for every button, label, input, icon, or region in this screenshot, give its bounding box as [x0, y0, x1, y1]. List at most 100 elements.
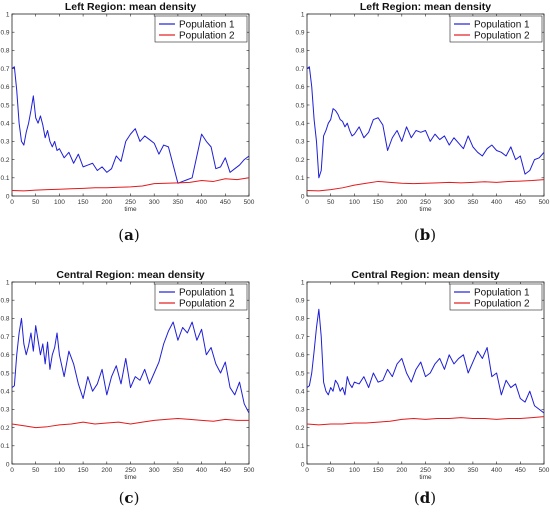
y-tick-label: 1 — [6, 11, 10, 18]
x-tick-label: 400 — [491, 467, 502, 474]
series-line-population-2 — [307, 416, 544, 426]
y-tick-label: 0.9 — [295, 298, 304, 305]
y-tick-label: 1 — [301, 279, 305, 286]
y-tick-label: 0.2 — [295, 157, 304, 164]
x-tick-label: 0 — [305, 199, 309, 206]
x-tick-label: 150 — [373, 199, 384, 206]
legend-box — [154, 283, 248, 311]
x-tick-label: 300 — [444, 199, 455, 206]
y-tick-label: 1 — [301, 11, 305, 18]
y-tick-label: 0.3 — [295, 139, 304, 146]
chart-title: Left Region: mean density — [65, 1, 196, 13]
x-tick-label: 100 — [54, 467, 65, 474]
x-tick-label: 350 — [172, 199, 183, 206]
legend-entry: Population 1 — [179, 20, 235, 31]
x-tick-label: 350 — [467, 467, 478, 474]
y-tick-label: 0.3 — [0, 139, 9, 146]
series-line-population-1 — [307, 308, 544, 414]
x-axis-label: time — [124, 206, 137, 213]
chart-panel-1: Left Region: mean density 0 0.1 0.2 0.3 0.4 0.… — [0, 1, 254, 244]
x-tick-label: 500 — [539, 467, 550, 474]
x-tick-label: 450 — [515, 467, 526, 474]
x-tick-label: 200 — [101, 467, 112, 474]
y-tick-label: 0.9 — [0, 30, 9, 37]
y-tick-label: 0.3 — [0, 407, 9, 414]
x-tick-label: 150 — [373, 467, 384, 474]
x-tick-label: 250 — [125, 199, 136, 206]
x-tick-label: 200 — [101, 199, 112, 206]
x-axis-label: time — [124, 474, 137, 481]
y-tick-label: 0.3 — [295, 407, 304, 414]
x-tick-label: 50 — [327, 467, 335, 474]
x-axis-label: time — [419, 206, 432, 213]
y-tick-label: 0.8 — [0, 48, 9, 55]
legend-entry: Population 2 — [179, 31, 235, 42]
chart-title: Left Region: mean density — [360, 1, 491, 13]
y-tick-label: 0 — [301, 193, 305, 200]
x-tick-label: 250 — [420, 467, 431, 474]
series-line-population-2 — [307, 179, 544, 192]
y-tick-label: 0 — [6, 193, 10, 200]
legend-entry: Population 2 — [474, 31, 530, 42]
y-tick-label: 0.6 — [0, 352, 9, 359]
x-tick-label: 0 — [10, 199, 14, 206]
series-line-population-1 — [12, 66, 249, 184]
y-tick-label: 0.5 — [295, 102, 304, 109]
legend-entry: Population 1 — [474, 20, 530, 31]
legend-entry: Population 1 — [474, 288, 530, 299]
x-tick-label: 400 — [491, 199, 502, 206]
y-tick-label: 0.2 — [295, 425, 304, 432]
legend-entry: Population 1 — [179, 288, 235, 299]
y-tick-label: 0.8 — [0, 316, 9, 323]
y-tick-label: 0.2 — [0, 157, 9, 164]
x-tick-label: 150 — [78, 467, 89, 474]
x-tick-label: 250 — [420, 199, 431, 206]
plot-area — [11, 13, 250, 197]
x-tick-label: 400 — [196, 467, 207, 474]
panel-caption: (c) — [119, 489, 140, 507]
chart-panel-3: Central Region: mean density 0 0.1 0.2 0.3 0.… — [0, 269, 254, 507]
y-tick-label: 0.1 — [0, 175, 9, 182]
y-tick-label: 0.5 — [0, 102, 9, 109]
x-tick-label: 200 — [396, 199, 407, 206]
x-tick-label: 150 — [78, 199, 89, 206]
y-tick-label: 0.5 — [0, 370, 9, 377]
x-tick-label: 500 — [244, 467, 255, 474]
x-tick-label: 350 — [172, 467, 183, 474]
y-tick-label: 0.7 — [295, 66, 304, 73]
y-tick-label: 0.4 — [0, 121, 9, 128]
x-tick-label: 300 — [444, 467, 455, 474]
series-line-population-2 — [12, 177, 249, 192]
x-tick-label: 300 — [149, 199, 160, 206]
y-tick-label: 0.2 — [0, 425, 9, 432]
y-tick-label: 0 — [6, 461, 10, 468]
y-tick-label: 0.4 — [295, 121, 304, 128]
y-tick-label: 1 — [6, 279, 10, 286]
chart-title: Central Region: mean density — [56, 269, 204, 281]
y-tick-label: 0.6 — [295, 352, 304, 359]
x-tick-label: 100 — [349, 199, 360, 206]
y-tick-label: 0.8 — [295, 316, 304, 323]
x-tick-label: 50 — [32, 467, 40, 474]
y-tick-label: 0.7 — [0, 334, 9, 341]
y-tick-label: 0.7 — [0, 66, 9, 73]
y-tick-label: 0.5 — [295, 370, 304, 377]
panel-caption: (b) — [414, 226, 436, 244]
y-tick-label: 0.8 — [295, 48, 304, 55]
plot-area — [11, 281, 250, 465]
x-tick-label: 100 — [349, 467, 360, 474]
x-tick-label: 500 — [539, 199, 550, 206]
x-tick-label: 100 — [54, 199, 65, 206]
y-tick-label: 0.4 — [295, 389, 304, 396]
y-tick-label: 0.7 — [295, 334, 304, 341]
x-tick-label: 400 — [196, 199, 207, 206]
x-tick-label: 350 — [467, 199, 478, 206]
plot-area — [306, 281, 545, 465]
x-tick-label: 450 — [220, 467, 231, 474]
y-tick-label: 0.1 — [295, 175, 304, 182]
y-tick-label: 0.1 — [0, 443, 9, 450]
x-tick-label: 200 — [396, 467, 407, 474]
legend-box — [449, 283, 543, 311]
x-tick-label: 300 — [149, 467, 160, 474]
